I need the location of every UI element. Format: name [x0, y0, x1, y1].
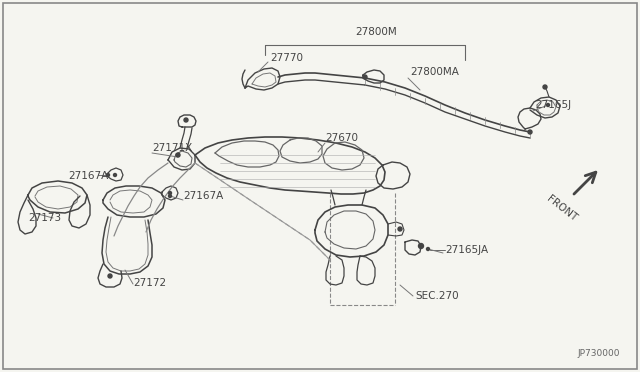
Text: 27670: 27670	[325, 133, 358, 143]
Circle shape	[419, 244, 424, 248]
Circle shape	[176, 153, 180, 157]
Text: 27800MA: 27800MA	[410, 67, 459, 77]
Circle shape	[184, 118, 188, 122]
Text: 27167A: 27167A	[183, 191, 223, 201]
Circle shape	[168, 192, 172, 195]
Text: 27165JA: 27165JA	[445, 245, 488, 255]
Text: 27173: 27173	[28, 213, 61, 223]
Text: 27165J: 27165J	[535, 100, 571, 110]
Text: 27800M: 27800M	[355, 27, 397, 37]
Text: 27172: 27172	[133, 278, 166, 288]
Text: SEC.270: SEC.270	[415, 291, 459, 301]
Circle shape	[426, 247, 429, 250]
Text: 27171X: 27171X	[152, 143, 192, 153]
Circle shape	[363, 75, 367, 79]
Circle shape	[108, 274, 112, 278]
Circle shape	[113, 173, 116, 176]
Circle shape	[528, 130, 532, 134]
Circle shape	[543, 85, 547, 89]
Circle shape	[398, 227, 402, 231]
Text: 27770: 27770	[270, 53, 303, 63]
Circle shape	[168, 195, 172, 198]
Circle shape	[547, 103, 550, 106]
Circle shape	[106, 173, 109, 176]
Text: 27167A: 27167A	[68, 171, 108, 181]
Text: JP730000: JP730000	[577, 349, 620, 358]
Text: FRONT: FRONT	[545, 194, 579, 224]
